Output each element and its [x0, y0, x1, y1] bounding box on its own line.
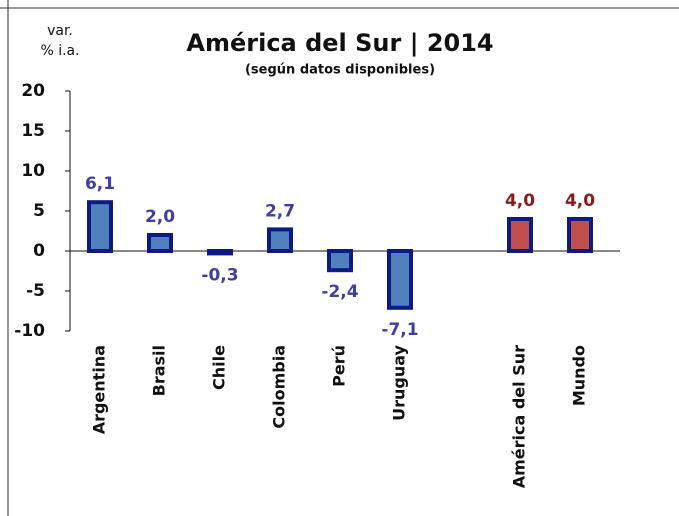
chart-subtitle: (según datos disponibles): [245, 63, 435, 78]
x-tick-label: Colombia: [270, 345, 289, 429]
x-tick-label: Chile: [210, 345, 229, 390]
value-label: 2,0: [145, 207, 175, 227]
bar: [327, 249, 353, 273]
x-tick-label: Brasil: [150, 345, 169, 396]
bar: [507, 217, 533, 253]
x-tick-label: Perú: [330, 345, 349, 387]
y-tick-label: 20: [21, 81, 45, 101]
y-tick-label: 5: [33, 201, 45, 221]
bar: [207, 249, 233, 256]
x-tick-label: América del Sur: [510, 345, 529, 488]
bar: [387, 249, 413, 310]
bar: [147, 233, 173, 253]
value-label: -7,1: [381, 320, 418, 340]
y-label: var.: [47, 23, 73, 39]
value-label: 2,7: [265, 201, 295, 221]
y-label: % i.a.: [40, 43, 79, 59]
value-label: 4,0: [565, 191, 595, 211]
value-label: -2,4: [321, 282, 358, 302]
y-tick-label: 15: [21, 121, 45, 141]
bar: [87, 200, 113, 253]
x-tick-label: Mundo: [570, 345, 589, 406]
value-label: -0,3: [201, 265, 238, 285]
bar: [267, 227, 293, 253]
x-tick-label: Uruguay: [390, 344, 409, 420]
x-tick-label: Argentina: [90, 345, 109, 434]
y-tick-label: -5: [26, 281, 45, 301]
value-label: 4,0: [505, 191, 535, 211]
y-tick-label: 10: [21, 161, 45, 181]
chart-title: América del Sur | 2014: [186, 29, 493, 57]
bar: [567, 217, 593, 253]
value-label: 6,1: [85, 174, 115, 194]
y-tick-label: 0: [33, 241, 45, 261]
y-tick-label: -10: [14, 321, 45, 341]
